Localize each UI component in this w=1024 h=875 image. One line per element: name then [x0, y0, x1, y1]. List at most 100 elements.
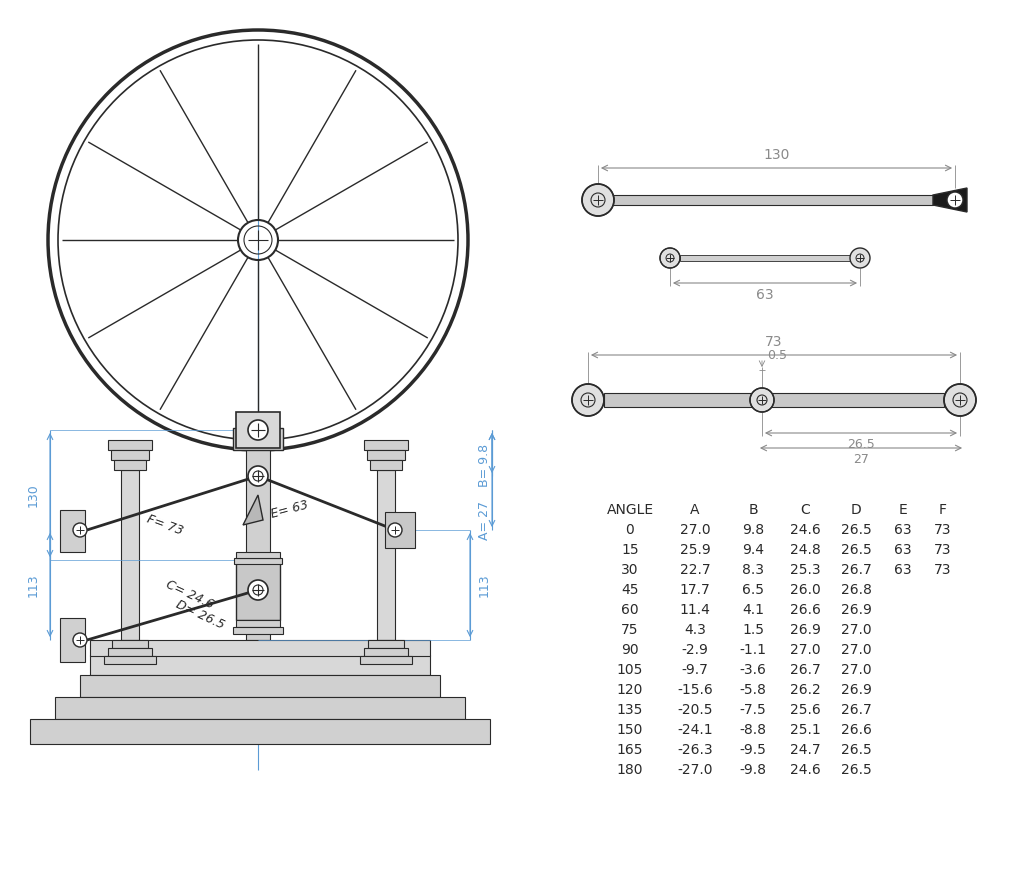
Polygon shape [243, 495, 263, 525]
Text: C: C [800, 503, 810, 517]
Text: D= 26.5: D= 26.5 [174, 598, 226, 632]
Polygon shape [933, 188, 967, 212]
Bar [55, 697, 465, 719]
Bar [108, 440, 152, 450]
Text: 26.7: 26.7 [790, 663, 820, 677]
Text: 26.6: 26.6 [790, 603, 820, 617]
Text: 73: 73 [934, 543, 951, 557]
Text: 17.7: 17.7 [680, 583, 711, 597]
Text: 26.6: 26.6 [841, 723, 871, 737]
Bar [234, 558, 282, 564]
Text: 26.2: 26.2 [790, 683, 820, 697]
Text: F= 73: F= 73 [145, 513, 185, 537]
Text: 24.6: 24.6 [790, 523, 820, 537]
Text: 27.0: 27.0 [841, 663, 871, 677]
Text: ANGLE: ANGLE [606, 503, 653, 517]
Bar [112, 640, 148, 648]
Text: F: F [939, 503, 947, 517]
Bar [104, 656, 156, 664]
Text: 130: 130 [763, 148, 790, 162]
Polygon shape [612, 195, 933, 205]
Text: 26.5: 26.5 [841, 743, 871, 757]
Text: 0.5: 0.5 [767, 349, 787, 362]
Text: 0: 0 [626, 523, 635, 537]
Text: 26.5: 26.5 [841, 543, 871, 557]
Text: 63: 63 [894, 563, 911, 577]
Text: 6.5: 6.5 [742, 583, 764, 597]
Text: 90: 90 [622, 643, 639, 657]
Text: 24.7: 24.7 [790, 743, 820, 757]
Text: 63: 63 [894, 543, 911, 557]
Text: 24.6: 24.6 [790, 763, 820, 777]
Bar [90, 640, 430, 656]
Text: 11.4: 11.4 [680, 603, 711, 617]
Text: A= 27: A= 27 [478, 500, 490, 540]
Text: 27.0: 27.0 [680, 523, 711, 537]
Text: 27.0: 27.0 [841, 643, 871, 657]
Text: 26.5: 26.5 [841, 523, 871, 537]
Bar [367, 450, 406, 460]
Text: 9.4: 9.4 [742, 543, 764, 557]
Text: -9.7: -9.7 [682, 663, 709, 677]
Text: 25.1: 25.1 [790, 723, 820, 737]
Text: 26.5: 26.5 [841, 763, 871, 777]
Bar [114, 460, 146, 470]
Circle shape [248, 580, 268, 600]
Text: E= 63: E= 63 [269, 499, 310, 522]
Text: 8.3: 8.3 [742, 563, 764, 577]
Circle shape [248, 466, 268, 486]
Text: 4.1: 4.1 [742, 603, 764, 617]
Text: -9.8: -9.8 [739, 763, 767, 777]
Text: 135: 135 [616, 703, 643, 717]
Text: 73: 73 [765, 335, 782, 349]
Text: -15.6: -15.6 [677, 683, 713, 697]
Text: 27.0: 27.0 [841, 623, 871, 637]
Text: 26.7: 26.7 [841, 563, 871, 577]
Text: 26.7: 26.7 [841, 703, 871, 717]
Text: 15: 15 [622, 543, 639, 557]
Text: 165: 165 [616, 743, 643, 757]
Bar [246, 448, 270, 640]
Bar [111, 450, 150, 460]
Text: 25.6: 25.6 [790, 703, 820, 717]
Circle shape [572, 384, 604, 416]
Text: 27: 27 [853, 453, 869, 466]
Bar [236, 412, 280, 448]
Text: -9.5: -9.5 [739, 743, 766, 757]
Polygon shape [604, 393, 944, 407]
Text: 26.0: 26.0 [790, 583, 820, 597]
Circle shape [660, 248, 680, 268]
Text: 73: 73 [934, 523, 951, 537]
Text: 75: 75 [622, 623, 639, 637]
Text: 73: 73 [934, 563, 951, 577]
Text: 113: 113 [27, 573, 40, 597]
Circle shape [944, 384, 976, 416]
Bar [236, 620, 280, 627]
Text: 150: 150 [616, 723, 643, 737]
Text: 60: 60 [622, 603, 639, 617]
Text: 9.8: 9.8 [742, 523, 764, 537]
Bar [364, 648, 408, 656]
Bar [80, 675, 440, 697]
Bar [121, 470, 139, 640]
Text: -26.3: -26.3 [677, 743, 713, 757]
Bar [233, 627, 283, 634]
Text: -7.5: -7.5 [739, 703, 766, 717]
Text: 26.5: 26.5 [847, 438, 874, 451]
Text: 45: 45 [622, 583, 639, 597]
Text: 22.7: 22.7 [680, 563, 711, 577]
Text: 1.5: 1.5 [742, 623, 764, 637]
Bar [368, 640, 404, 648]
Bar [236, 552, 280, 558]
Text: -24.1: -24.1 [677, 723, 713, 737]
Text: 26.9: 26.9 [790, 623, 820, 637]
Text: 120: 120 [616, 683, 643, 697]
Text: -5.8: -5.8 [739, 683, 766, 697]
Text: 113: 113 [478, 573, 490, 597]
Text: 63: 63 [894, 523, 911, 537]
Circle shape [582, 184, 614, 216]
Circle shape [750, 388, 774, 412]
Bar [364, 440, 408, 450]
Circle shape [248, 420, 268, 440]
Text: B= 9.8: B= 9.8 [478, 444, 490, 487]
